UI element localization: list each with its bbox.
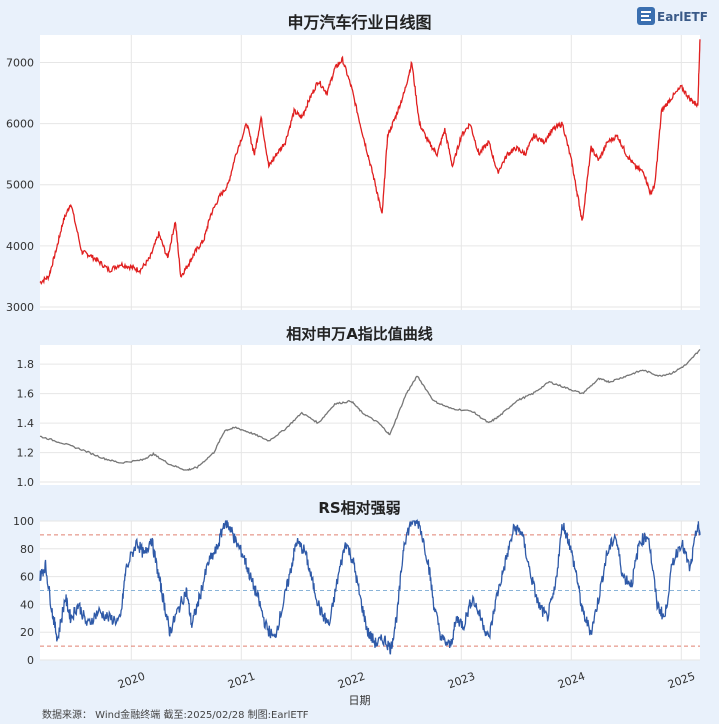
source-footer: 数据来源： Wind金融终端 截至:2025/02/28 制图:EarlETF [42, 710, 309, 721]
plot-area [40, 35, 700, 310]
y-tick-label: 40 [20, 598, 34, 611]
logo-text: EarlETF [657, 10, 708, 24]
series-line [39, 39, 701, 285]
y-tick-label: 6000 [6, 118, 34, 131]
price-panel: 3000 4000 5000 6000 7000 [6, 35, 701, 314]
series-line [39, 518, 701, 655]
y-tick-label: 1.6 [17, 388, 35, 401]
x-tick-label: 2022 [336, 670, 367, 692]
y-tick-label: 5000 [6, 179, 34, 192]
y-tick-label: 1.8 [17, 358, 35, 371]
x-axis: 2020 2021 2022 2023 2024 2025 [116, 670, 697, 692]
x-tick-label: 2020 [116, 670, 147, 692]
x-tick-label: 2023 [446, 670, 477, 692]
y-tick-label: 80 [20, 543, 34, 556]
y-tick-label: 1.4 [17, 417, 35, 430]
x-tick-label: 2025 [666, 670, 697, 692]
series-line [39, 348, 701, 472]
y-tick-label: 3000 [6, 301, 34, 314]
plot-area [40, 345, 700, 485]
y-tick-label: 4000 [6, 240, 34, 253]
earletf-logo: EarlETF [637, 7, 708, 25]
y-tick-label: 0 [27, 654, 34, 667]
x-tick-label: 2021 [226, 670, 257, 692]
x-tick-label: 2024 [556, 670, 587, 692]
rs-panel: 0 20 40 60 80 100 [13, 515, 701, 667]
chart-title-ratio: 相对申万A指比值曲线 [286, 325, 433, 343]
chart-title-rs: RS相对强弱 [318, 499, 401, 517]
y-tick-label: 1.0 [17, 476, 35, 489]
y-tick-label: 1.2 [17, 447, 35, 460]
ratio-panel: 1.0 1.2 1.4 1.6 1.8 [17, 345, 701, 489]
x-axis-label: 日期 [348, 694, 371, 707]
y-tick-label: 60 [20, 571, 34, 584]
y-tick-label: 20 [20, 626, 34, 639]
y-tick-label: 100 [13, 515, 34, 528]
chart-title-price: 申万汽车行业日线图 [287, 13, 432, 32]
y-tick-label: 7000 [6, 57, 34, 70]
